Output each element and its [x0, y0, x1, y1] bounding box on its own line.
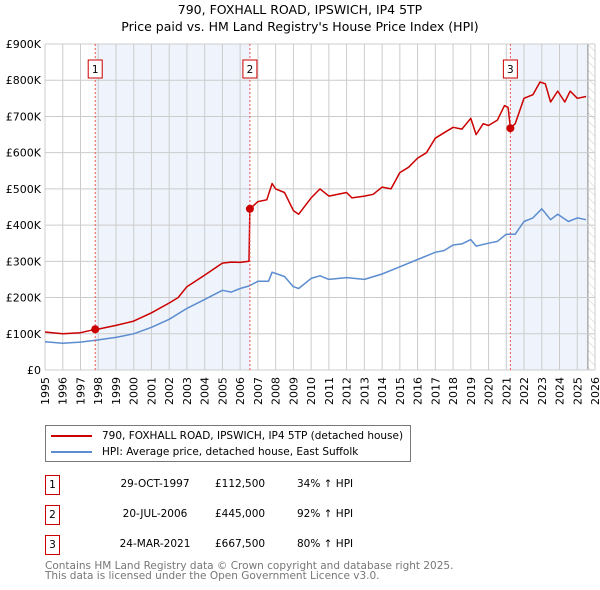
footer-licence: This data is licensed under the Open Gov…: [45, 570, 380, 582]
x-tick-label: 1997: [74, 377, 87, 405]
y-tick-label: £700K: [6, 110, 42, 123]
x-tick-label: 1996: [57, 377, 70, 405]
x-tick-label: 2013: [358, 377, 371, 405]
x-tick-label: 2017: [429, 377, 442, 405]
transaction-number: 1: [45, 475, 60, 495]
legend-swatch-hpi: [51, 451, 92, 453]
y-tick-label: £0: [27, 364, 41, 377]
x-tick-label: 2005: [216, 377, 229, 405]
transaction-date: 24-MAR-2021: [119, 538, 191, 550]
x-tick-label: 2006: [234, 377, 247, 405]
transaction-price: £445,000: [215, 508, 266, 520]
x-tick-label: 2016: [412, 377, 425, 405]
x-tick-label: 2007: [252, 377, 265, 405]
x-tick-label: 2023: [536, 377, 549, 405]
x-tick-label: 2008: [270, 377, 283, 405]
y-tick-label: £100K: [6, 328, 42, 341]
forecast-hatch: [587, 44, 595, 370]
transaction-hpi: 80% ↑ HPI: [297, 538, 354, 550]
sale-point: [506, 124, 515, 133]
x-tick-label: 2015: [394, 377, 407, 405]
x-tick-label: 2021: [500, 377, 513, 405]
chart-title: 790, FOXHALL ROAD, IPSWICH, IP4 5TP: [177, 2, 423, 17]
sale-label-box: [502, 59, 518, 79]
sale-label: 2: [247, 64, 254, 76]
hpi-line: [44, 208, 587, 344]
transaction-date: 20-JUL-2006: [122, 508, 188, 520]
x-tick-label: 2010: [305, 377, 318, 405]
price-chart: 1995 1996 1997 1998 1999 2000 2001 2002 2003 2004…: [6, 38, 600, 405]
y-tick-label: £600K: [6, 147, 42, 160]
x-tick-label: 2020: [483, 377, 496, 405]
y-tick-label: £400K: [6, 219, 42, 232]
transaction-date: 29-OCT-1997: [120, 478, 190, 490]
x-tick-label: 1995: [39, 377, 52, 405]
sale-point: [245, 204, 254, 213]
transaction-row: 3 24-MAR-2021 £667,500 80% ↑ HPI: [45, 535, 445, 555]
footer-copyright: Contains HM Land Registry data © Crown c…: [45, 560, 454, 572]
sale-label: 3: [507, 64, 514, 76]
legend-swatch-property: [51, 435, 92, 437]
chart-subtitle: Price paid vs. HM Land Registry's House …: [121, 19, 479, 34]
transaction-price: £112,500: [215, 478, 266, 490]
legend-label-hpi: HPI: Average price, detached house, East…: [102, 446, 359, 458]
sale-label-box: [242, 59, 258, 79]
x-tick-label: 2003: [181, 377, 194, 405]
transaction-hpi: 92% ↑ HPI: [297, 508, 354, 520]
x-tick-label: 2001: [145, 377, 158, 405]
x-tick-label: 1998: [92, 377, 105, 405]
transaction-number: 2: [45, 505, 60, 525]
legend-item-property: 790, FOXHALL ROAD, IPSWICH, IP4 5TP (det…: [46, 428, 403, 444]
transaction-row: 1 29-OCT-1997 £112,500 34% ↑ HPI: [45, 475, 445, 495]
transaction-price: £667,500: [215, 538, 266, 550]
y-tick-label: £200K: [6, 292, 42, 305]
sale-label-box: [87, 59, 103, 79]
y-tick-label: £500K: [6, 183, 42, 196]
x-tick-label: 1999: [110, 377, 123, 405]
shaded-period: [95, 44, 250, 370]
x-tick-label: 2012: [341, 377, 354, 405]
property-line: [44, 81, 587, 335]
x-tick-label: 2009: [287, 377, 300, 405]
x-tick-label: 2004: [199, 377, 212, 405]
x-tick-label: 2026: [589, 377, 600, 405]
legend-item-hpi: HPI: Average price, detached house, East…: [46, 444, 358, 460]
transaction-hpi: 34% ↑ HPI: [297, 478, 354, 490]
y-tick-label: £300K: [6, 255, 42, 268]
x-tick-label: 2014: [376, 377, 389, 405]
x-tick-label: 2011: [323, 377, 336, 405]
sale-label: 1: [92, 64, 99, 76]
x-tick-label: 2025: [571, 377, 584, 405]
x-tick-label: 2002: [163, 377, 176, 405]
shaded-period: [510, 44, 588, 370]
x-tick-label: 2000: [128, 377, 141, 405]
legend-label-property: 790, FOXHALL ROAD, IPSWICH, IP4 5TP (det…: [102, 430, 404, 442]
transaction-row: 2 20-JUL-2006 £445,000 92% ↑ HPI: [45, 505, 445, 525]
y-tick-label: £900K: [6, 38, 42, 51]
sale-point: [91, 325, 100, 334]
transaction-number: 3: [45, 535, 60, 555]
x-tick-label: 2022: [518, 377, 531, 405]
x-tick-label: 2024: [554, 377, 567, 405]
legend: 790, FOXHALL ROAD, IPSWICH, IP4 5TP (det…: [45, 425, 411, 462]
x-tick-label: 2018: [447, 377, 460, 405]
x-tick-label: 2019: [465, 377, 478, 405]
y-tick-label: £800K: [6, 74, 42, 87]
